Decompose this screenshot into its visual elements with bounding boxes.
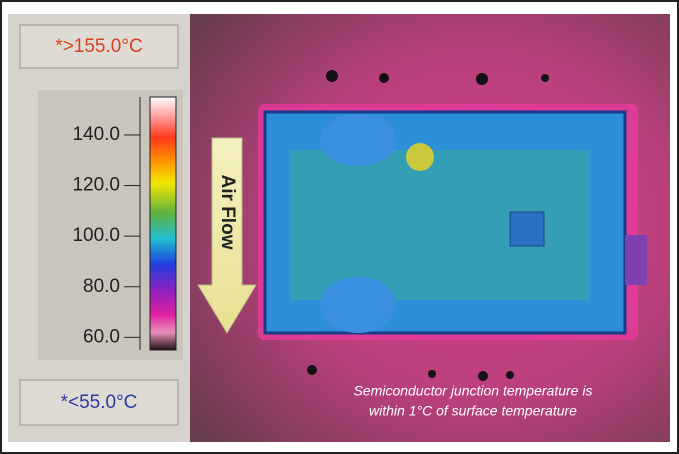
min-box [19, 379, 179, 426]
cool-spot [320, 114, 396, 166]
component [428, 370, 436, 378]
component [541, 74, 549, 82]
min-label: *<55.0°C [61, 392, 138, 413]
tick-label: 140.0 [72, 124, 120, 145]
hot-spot [406, 143, 434, 171]
component [478, 371, 488, 381]
airflow-label: Air Flow [217, 175, 238, 250]
connector [625, 235, 647, 285]
max-label: *>155.0°C [55, 36, 142, 57]
caption: Semiconductor junction temperature is [354, 383, 593, 399]
color-bar [149, 96, 177, 351]
tick-label: 120.0 [72, 175, 120, 196]
max-box [19, 24, 179, 69]
board-warm [290, 150, 590, 300]
tick-label: 80.0 [83, 276, 120, 297]
caption: within 1°C of surface temperature [369, 403, 577, 419]
component [379, 73, 389, 83]
component [476, 73, 488, 85]
component [506, 371, 514, 379]
component [307, 365, 317, 375]
airflow-arrow [197, 137, 257, 334]
component [326, 70, 338, 82]
cool-spot [320, 277, 396, 333]
chip [509, 211, 545, 247]
components [307, 70, 549, 381]
tick-label: 100.0 [72, 225, 120, 246]
tick-label: 60.0 [83, 326, 120, 347]
board [258, 104, 647, 340]
